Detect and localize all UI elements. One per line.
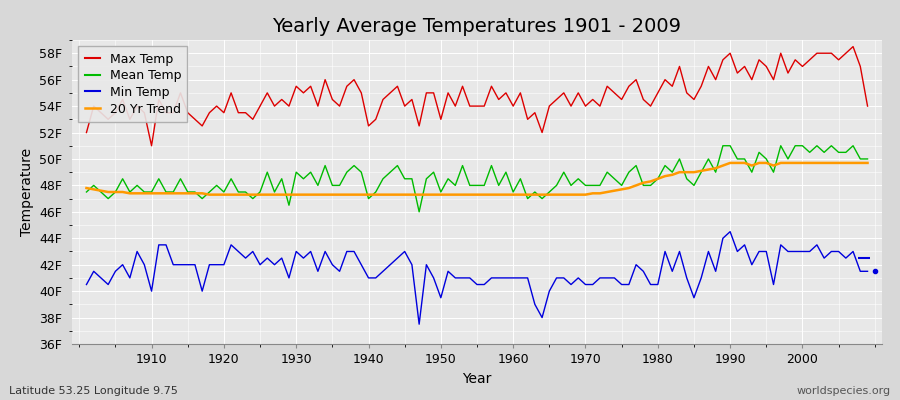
Text: worldspecies.org: worldspecies.org (796, 386, 891, 396)
Legend: Max Temp, Mean Temp, Min Temp, 20 Yr Trend: Max Temp, Mean Temp, Min Temp, 20 Yr Tre… (78, 46, 187, 122)
Y-axis label: Temperature: Temperature (20, 148, 33, 236)
Text: Latitude 53.25 Longitude 9.75: Latitude 53.25 Longitude 9.75 (9, 386, 178, 396)
X-axis label: Year: Year (463, 372, 491, 386)
Title: Yearly Average Temperatures 1901 - 2009: Yearly Average Temperatures 1901 - 2009 (273, 17, 681, 36)
